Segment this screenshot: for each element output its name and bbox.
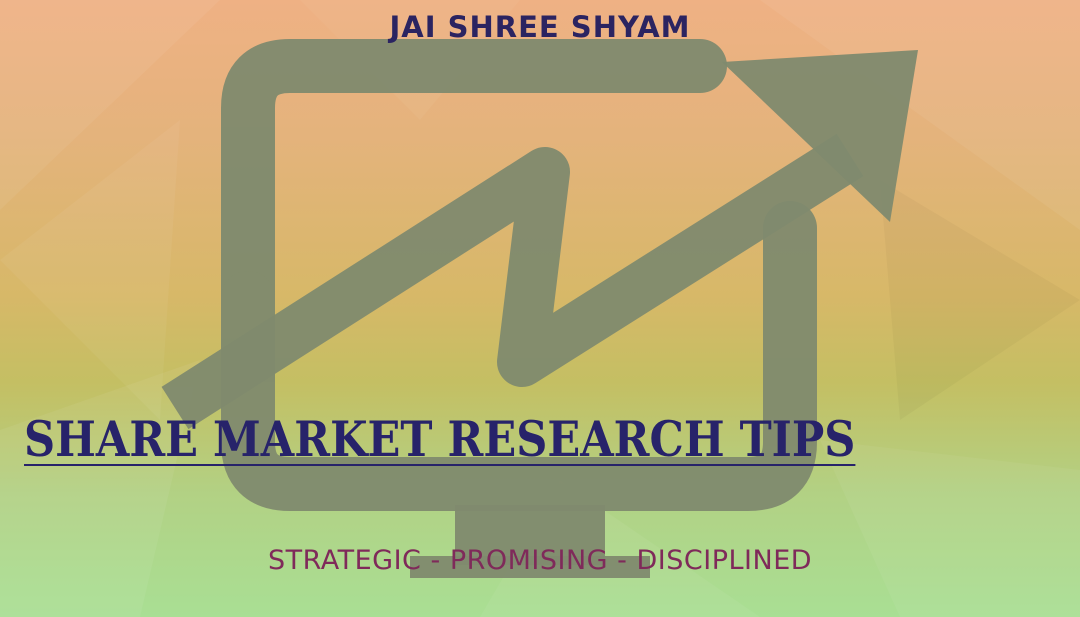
- monitor-stand: [455, 505, 605, 565]
- arrow-head-icon: [722, 50, 918, 222]
- top-heading: JAI SHREE SHYAM: [389, 10, 691, 44]
- tagline: STRATEGIC - PROMISING - DISCIPLINED: [267, 545, 813, 576]
- rising-arrow-icon: [161, 133, 864, 430]
- main-title: SHARE MARKET RESEARCH TIPS: [24, 410, 856, 468]
